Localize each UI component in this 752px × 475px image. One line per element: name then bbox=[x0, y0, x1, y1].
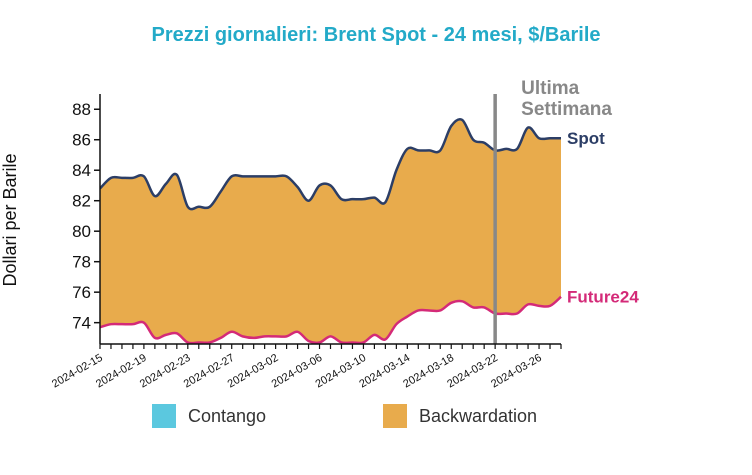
legend-item-backwardation: Backwardation bbox=[383, 404, 537, 428]
spot-line bbox=[100, 117, 561, 211]
legend-label-backwardation: Backwardation bbox=[419, 405, 538, 426]
y-axis-label: Dollari per Barile bbox=[0, 153, 20, 286]
x-tick-label: 2024-03-26 bbox=[489, 352, 544, 391]
series-label-future24: Future24 bbox=[567, 288, 639, 307]
y-tick-label: 82 bbox=[72, 192, 91, 211]
y-tick-label: 76 bbox=[72, 283, 91, 302]
chart-title: Prezzi giornalieri: Brent Spot - 24 mesi… bbox=[151, 24, 601, 46]
contango-swatch bbox=[152, 404, 176, 428]
y-tick-label: 74 bbox=[72, 314, 91, 333]
backwardation-area bbox=[100, 119, 561, 344]
future24-line bbox=[100, 295, 562, 344]
series-label-spot: Spot bbox=[567, 129, 605, 148]
y-tick-label: 80 bbox=[72, 222, 91, 241]
last-week-marker-label: Ultima bbox=[521, 78, 580, 99]
backwardation-swatch bbox=[383, 404, 407, 428]
y-tick-label: 88 bbox=[72, 100, 91, 119]
y-tick-label: 86 bbox=[72, 131, 91, 150]
y-tick-label: 84 bbox=[72, 161, 91, 180]
last-week-marker-label: Settimana bbox=[521, 99, 612, 120]
legend-label-contango: Contango bbox=[188, 405, 267, 426]
y-tick-label: 78 bbox=[72, 253, 91, 272]
legend-item-contango: Contango bbox=[152, 404, 266, 428]
